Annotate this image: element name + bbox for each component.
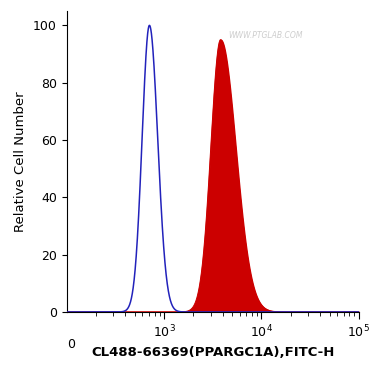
Text: 0: 0	[67, 338, 75, 351]
Y-axis label: Relative Cell Number: Relative Cell Number	[14, 91, 27, 232]
X-axis label: CL488-66369(PPARGC1A),FITC-H: CL488-66369(PPARGC1A),FITC-H	[91, 346, 334, 359]
Text: WWW.PTGLAB.COM: WWW.PTGLAB.COM	[228, 30, 303, 40]
